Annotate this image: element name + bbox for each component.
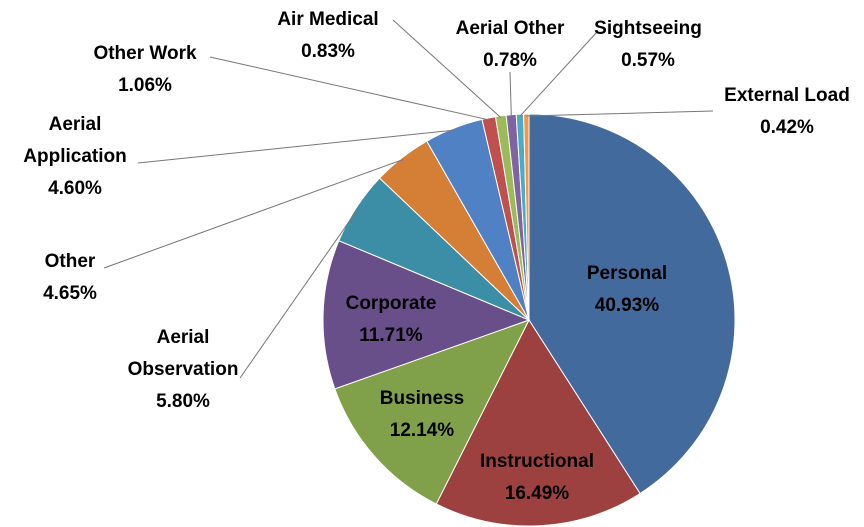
leader-line: [239, 208, 359, 379]
value-label: 40.93%: [594, 295, 660, 316]
leader-line: [519, 31, 598, 117]
value-label: 5.80%: [156, 391, 210, 412]
slice-label: Air Medical 0.83%: [258, 4, 398, 68]
slice-label: Sightseeing 0.57%: [578, 13, 718, 77]
leader-line: [209, 56, 490, 121]
pie-slice: [322, 240, 531, 390]
value-label: 0.83%: [301, 41, 355, 62]
pie-slice: [523, 113, 530, 321]
value-label: 0.42%: [760, 117, 814, 138]
slice-label: Instructional 16.49%: [462, 446, 612, 510]
value-label: 4.60%: [48, 178, 102, 199]
category-label: Sightseeing: [594, 18, 702, 39]
leader-line: [103, 159, 404, 269]
value-label: 12.14%: [389, 420, 455, 441]
category-label: Aerial Other: [455, 18, 565, 39]
category-label: Other: [44, 251, 96, 272]
slice-label: Corporate 11.71%: [331, 288, 451, 352]
category-label: Aerial Observation: [127, 327, 239, 380]
value-label: 11.71%: [359, 325, 423, 346]
slice-label: Aerial Observation 5.80%: [118, 322, 248, 418]
slice-label: Business 12.14%: [362, 383, 482, 447]
leader-line: [392, 19, 502, 119]
category-label: External Load: [724, 85, 850, 106]
leader-line: [509, 71, 512, 117]
value-label: 16.49%: [504, 483, 570, 504]
value-label: 4.65%: [43, 283, 97, 304]
category-label: Personal: [586, 263, 668, 284]
value-label: 0.57%: [621, 50, 675, 71]
pie-slice: [334, 319, 531, 505]
pie-slice: [528, 113, 736, 495]
category-label: Corporate: [345, 293, 437, 314]
value-label: 1.06%: [118, 75, 172, 96]
category-label: Instructional: [479, 451, 594, 472]
slice-label: Aerial Other 0.78%: [435, 13, 585, 77]
slice-label: Personal 40.93%: [567, 258, 687, 322]
leader-line: [526, 110, 714, 117]
slice-label: Other Work 1.06%: [75, 38, 215, 102]
slice-label: Other 4.65%: [25, 246, 115, 310]
slice-label: Aerial Application 4.60%: [10, 109, 140, 205]
leader-line: [137, 129, 455, 164]
category-label: Aerial Application: [23, 114, 127, 167]
pie-slice: [435, 318, 641, 527]
slice-label: External Load 0.42%: [707, 80, 864, 144]
category-label: Air Medical: [277, 9, 379, 30]
category-label: Other Work: [93, 43, 197, 64]
value-label: 0.78%: [483, 50, 537, 71]
category-label: Business: [379, 388, 465, 409]
